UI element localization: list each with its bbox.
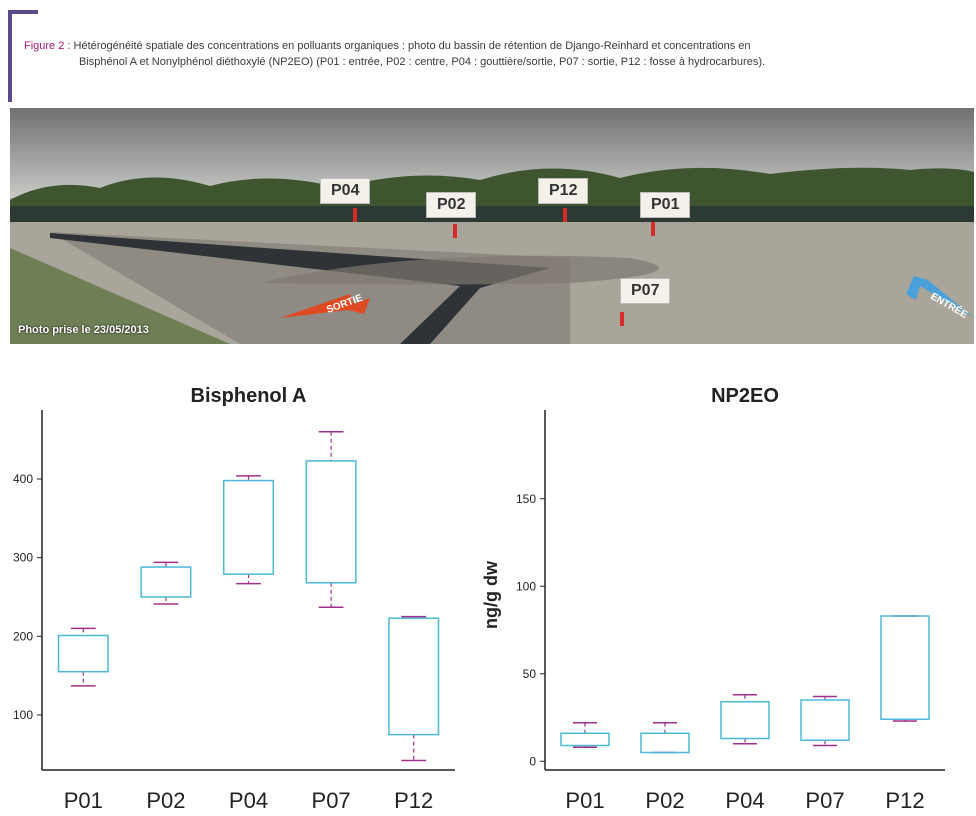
entree-arrow — [906, 276, 974, 318]
bisphenol-category-label: P07 — [312, 788, 351, 813]
bisphenol-category-label: P12 — [394, 788, 433, 813]
bisphenol-ytick-label: 400 — [13, 472, 33, 486]
figure-caption: Figure 2 : Hétérogénéité spatiale des co… — [24, 38, 964, 70]
np2eo-y-label: ng/g dw — [481, 560, 501, 629]
np2eo-box-p04 — [720, 701, 770, 740]
bisphenol-ytick-label: 300 — [13, 551, 33, 565]
sortie-arrow — [280, 294, 370, 318]
np2eo-ytick-label: 150 — [516, 492, 536, 506]
np2eo-category-label: P01 — [565, 788, 604, 813]
photo-tag-p02: P02 — [426, 192, 477, 218]
np2eo-category-label: P04 — [725, 788, 764, 813]
basin-photo: SORTIE ENTRÉE Photo prise le 23/05/2013 … — [10, 108, 974, 344]
photo-scene: SORTIE ENTRÉE — [10, 108, 974, 344]
tag-arrow-p07 — [620, 312, 624, 326]
bisphenol-box-p01 — [57, 634, 109, 673]
bisphenol-box-p12 — [388, 617, 440, 736]
boxplot-charts: Bisphenol A 100 200 300 400 P01 P02 P04 P07 P12 NP… — [13, 385, 945, 813]
np2eo-box-p07 — [800, 699, 850, 741]
bisphenol-category-label: P01 — [64, 788, 103, 813]
photo-tag-p12: P12 — [538, 178, 589, 204]
bisphenol-title: Bisphenol A — [191, 385, 307, 407]
bisphenol-box-p02 — [140, 566, 192, 598]
np2eo-box-p01 — [560, 732, 610, 747]
tag-arrow-p01 — [651, 222, 655, 236]
bisphenol-box-p07 — [305, 460, 357, 584]
caption-bracket — [8, 10, 12, 102]
photo-tag-p04: P04 — [320, 178, 371, 204]
bisphenol-box-p04 — [222, 479, 275, 575]
np2eo-box-p12 — [880, 615, 930, 720]
np2eo-category-label: P02 — [645, 788, 684, 813]
np2eo-ytick-label: 0 — [529, 754, 536, 768]
tag-arrow-p02 — [453, 224, 457, 238]
bisphenol-category-label: P04 — [229, 788, 268, 813]
caption-line-2: Bisphénol A et Nonylphénol diéthoxylé (N… — [79, 56, 766, 68]
np2eo-box-p02 — [640, 732, 690, 754]
bisphenol-category-label: P02 — [146, 788, 185, 813]
bisphenol-ytick-label: 200 — [13, 629, 33, 643]
caption-label: Figure 2 : — [24, 40, 71, 52]
photo-date: Photo prise le 23/05/2013 — [18, 324, 149, 336]
np2eo-title: NP2EO — [711, 385, 779, 407]
np2eo-category-label: P12 — [885, 788, 924, 813]
bisphenol-ytick-label: 100 — [13, 708, 33, 722]
caption-line-1: Hétérogénéité spatiale des concentration… — [73, 40, 751, 52]
tag-arrow-p12 — [563, 208, 567, 222]
np2eo-ytick-label: 100 — [516, 579, 536, 593]
photo-tag-p07: P07 — [620, 278, 671, 304]
np2eo-category-label: P07 — [805, 788, 844, 813]
caption-bracket-top — [8, 10, 38, 14]
photo-tag-p01: P01 — [640, 192, 691, 218]
tag-arrow-p04 — [353, 208, 357, 222]
np2eo-ytick-label: 50 — [523, 667, 537, 681]
